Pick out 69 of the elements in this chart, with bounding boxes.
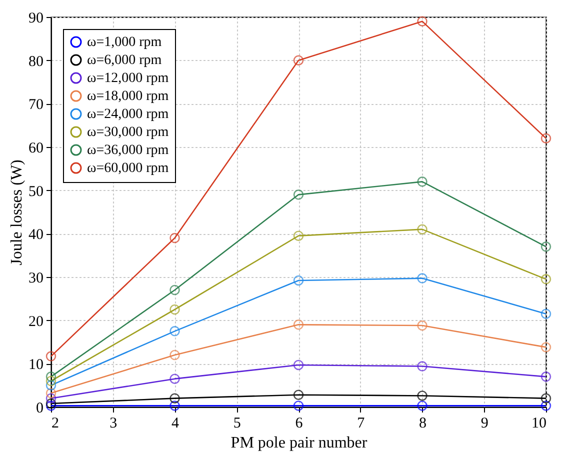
point bbox=[293, 400, 304, 411]
point bbox=[170, 232, 180, 244]
x-tick-label: 2 bbox=[52, 416, 59, 432]
point bbox=[293, 275, 304, 286]
point bbox=[46, 400, 56, 411]
point bbox=[46, 376, 56, 386]
y-tick-label: 90 bbox=[28, 10, 44, 26]
y-tick-label: 60 bbox=[28, 140, 44, 156]
x-tick-label: 6 bbox=[295, 416, 304, 432]
x-tick-label: 5 bbox=[233, 416, 241, 432]
point bbox=[293, 55, 304, 66]
point bbox=[540, 372, 552, 382]
x-axis-title: PM pole pair number bbox=[230, 434, 368, 452]
y-tick-label: 80 bbox=[28, 54, 44, 70]
x-tick-label: 9 bbox=[480, 416, 488, 432]
legend-label: ω=6,000 rpm bbox=[87, 53, 162, 68]
point bbox=[293, 390, 304, 400]
legend-label: ω=30,000 rpm bbox=[87, 125, 169, 140]
x-tick-label: 10 bbox=[532, 416, 546, 432]
point bbox=[293, 190, 304, 200]
legend-label: ω=24,000 rpm bbox=[87, 107, 169, 122]
y-tick-label: 0 bbox=[36, 400, 44, 416]
point bbox=[293, 360, 304, 370]
x-tick-label: 7 bbox=[357, 416, 366, 432]
legend-label: ω=36,000 rpm bbox=[87, 143, 169, 158]
legend-label: ω=18,000 rpm bbox=[87, 89, 169, 104]
point bbox=[46, 372, 56, 382]
x-tick-label: 4 bbox=[172, 416, 180, 432]
point bbox=[46, 351, 56, 362]
point bbox=[417, 224, 428, 234]
point bbox=[170, 326, 180, 336]
y-tick-label: 20 bbox=[28, 314, 44, 330]
point bbox=[170, 374, 180, 384]
point bbox=[293, 230, 304, 241]
point bbox=[46, 393, 56, 404]
point bbox=[417, 16, 428, 26]
point bbox=[417, 400, 428, 411]
point bbox=[417, 390, 428, 401]
point bbox=[417, 320, 428, 331]
point bbox=[170, 284, 180, 296]
legend-label: ω=60,000 rpm bbox=[87, 161, 169, 176]
y-tick-label: 40 bbox=[28, 227, 44, 244]
point bbox=[170, 350, 180, 360]
point bbox=[46, 398, 56, 409]
point bbox=[293, 320, 304, 330]
point bbox=[540, 342, 552, 352]
y-tick-label: 50 bbox=[28, 184, 44, 200]
point bbox=[170, 304, 180, 315]
x-tick-label: 3 bbox=[110, 416, 118, 432]
point bbox=[540, 393, 552, 404]
y-tick-label: 10 bbox=[28, 357, 44, 374]
legend-label: ω=1,000 rpm bbox=[87, 35, 162, 50]
point bbox=[170, 400, 180, 411]
x-tick-label: 8 bbox=[419, 416, 426, 432]
point bbox=[417, 176, 428, 187]
point bbox=[170, 393, 180, 404]
point bbox=[540, 274, 552, 284]
point bbox=[417, 361, 428, 372]
point bbox=[46, 388, 56, 398]
y-tick-label: 30 bbox=[28, 270, 44, 286]
legend-label: ω=12,000 rpm bbox=[87, 71, 169, 86]
point bbox=[540, 308, 552, 319]
point bbox=[417, 273, 428, 284]
point bbox=[46, 380, 56, 390]
y-tick-label: 70 bbox=[28, 97, 44, 114]
y-axis-title: Joule losses (W) bbox=[8, 160, 26, 266]
point bbox=[540, 400, 552, 411]
point bbox=[540, 133, 552, 144]
point bbox=[540, 242, 552, 252]
